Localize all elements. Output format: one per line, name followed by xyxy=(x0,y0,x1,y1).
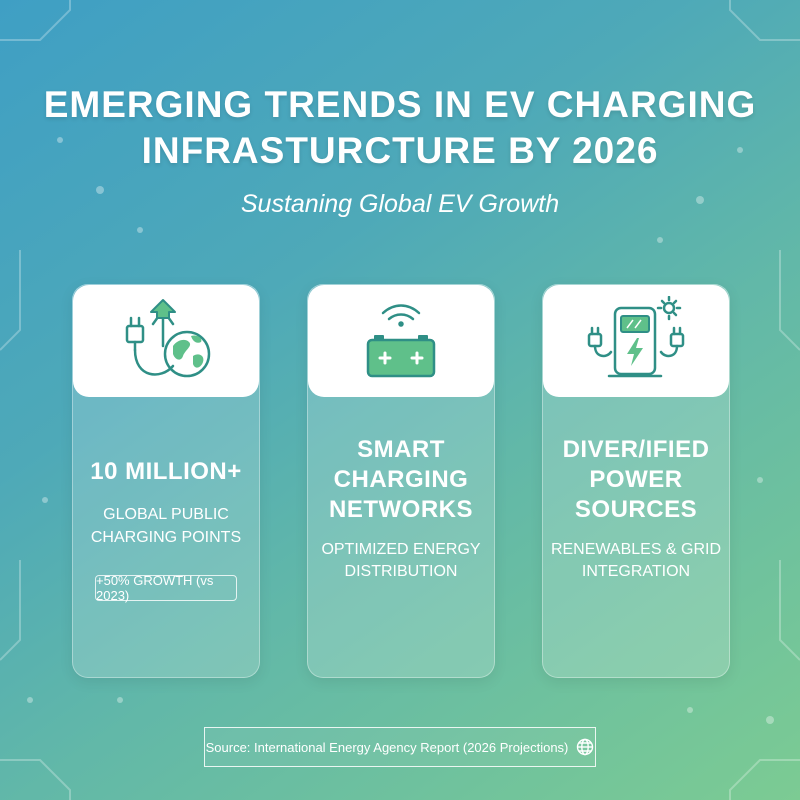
card-label-line-1: GLOBAL PUBLIC xyxy=(103,506,229,523)
card-headline-line-1: DIVER/IFIED xyxy=(562,436,710,463)
source-citation: Source: International Energy Agency Repo… xyxy=(204,727,596,767)
card-headline-line-3: SOURCES xyxy=(574,496,698,523)
card-headline-line-3: NETWORKS xyxy=(329,496,473,523)
card-icon-box xyxy=(308,285,494,397)
card-label-line-2: CHARGING POINTS xyxy=(90,529,242,546)
card-detail-line-2: DISTRIBUTION xyxy=(344,563,458,580)
card-power-sources: DIVER/IFIED POWER SOURCES RENEWABLES & G… xyxy=(542,284,730,678)
card-1-headline-wrap: 10 MILLION+ xyxy=(73,457,259,487)
globe-icon xyxy=(577,738,594,756)
card-detail-line-2: INTEGRATION xyxy=(581,563,691,580)
card-3-headline-wrap: DIVER/IFIED POWER SOURCES xyxy=(543,435,729,525)
card-public-charging-points: 10 MILLION+ GLOBAL PUBLIC CHARGING POINT… xyxy=(72,284,260,678)
card-headline-line-2: POWER xyxy=(589,466,683,493)
charging-station-sun-icon xyxy=(587,296,685,378)
card-detail-line-1: OPTIMIZED ENERGY xyxy=(321,541,481,558)
source-text: Source: International Energy Agency Repo… xyxy=(205,739,569,755)
card-headline-line-1: SMART xyxy=(357,436,445,463)
card-smart-charging: SMART CHARGING NETWORKS OPTIMIZED ENERGY… xyxy=(307,284,495,678)
card-2-detail-wrap: OPTIMIZED ENERGY DISTRIBUTION xyxy=(308,539,494,583)
card-headline: 10 MILLION+ xyxy=(90,458,242,485)
card-detail-line-1: RENEWABLES & GRID xyxy=(550,541,722,558)
plug-globe-arrow-icon xyxy=(125,299,211,378)
card-2-headline-wrap: SMART CHARGING NETWORKS xyxy=(308,435,494,525)
page-title: EMERGING TRENDS IN EV CHARGING INFRASTUR… xyxy=(0,82,800,174)
page-subtitle: Sustaning Global EV Growth xyxy=(240,190,560,218)
title-block: EMERGING TRENDS IN EV CHARGING INFRASTUR… xyxy=(0,82,800,219)
card-icon-box xyxy=(543,285,729,397)
title-line-1: EMERGING TRENDS IN EV CHARGING xyxy=(43,84,757,125)
wireless-battery-icon xyxy=(366,304,436,378)
growth-badge: +50% GROWTH (vs 2023) xyxy=(95,573,237,603)
card-headline-line-2: CHARGING xyxy=(333,466,469,493)
card-3-detail-wrap: RENEWABLES & GRID INTEGRATION xyxy=(543,539,729,583)
card-icon-box xyxy=(73,285,259,397)
card-1-label-wrap: GLOBAL PUBLIC CHARGING POINTS xyxy=(73,503,259,549)
title-line-2: INFRASTURCTURE BY 2026 xyxy=(141,130,659,171)
